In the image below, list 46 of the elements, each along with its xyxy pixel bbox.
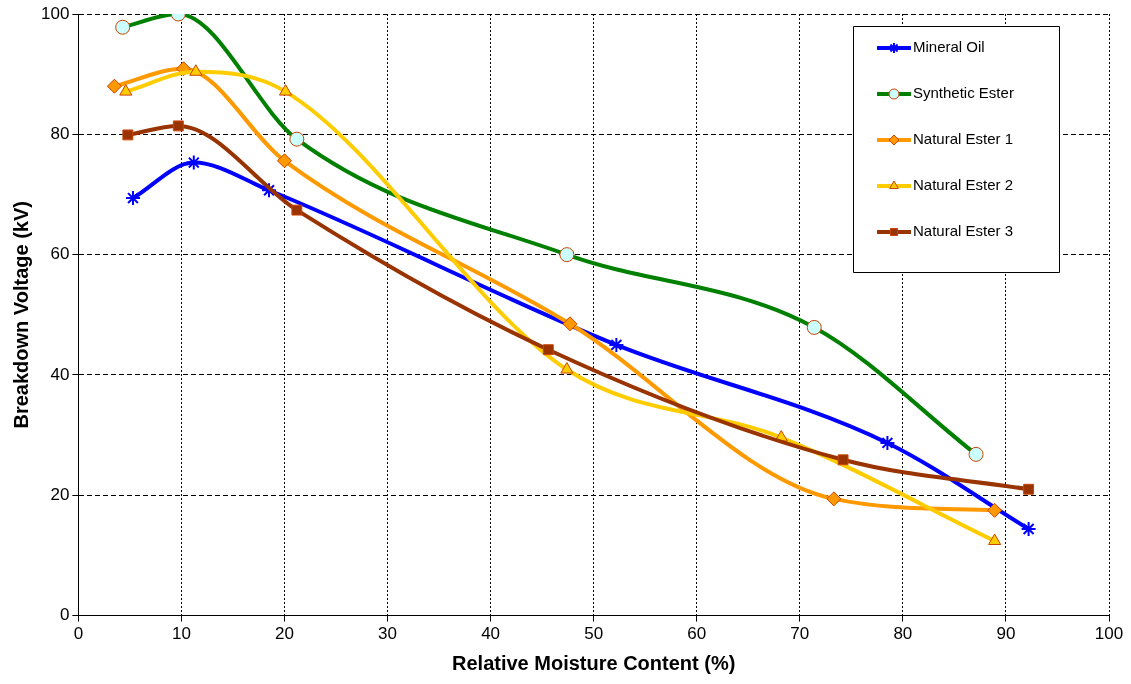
- x-tick-label: 20: [275, 624, 294, 644]
- point: [278, 84, 293, 96]
- y-tick-label: 100: [40, 3, 70, 23]
- point: [189, 64, 203, 76]
- point: [826, 491, 842, 507]
- point: [122, 129, 134, 141]
- point: [119, 84, 133, 96]
- y-tick-label: 80: [50, 124, 70, 144]
- x-tick-label: 40: [481, 624, 501, 644]
- point: [1020, 520, 1037, 537]
- point: [1023, 483, 1035, 495]
- point: [124, 190, 141, 207]
- y-tick-label: 40: [50, 364, 70, 384]
- point: [291, 204, 303, 216]
- point: [185, 154, 202, 171]
- point: [879, 434, 896, 451]
- point: [562, 316, 578, 332]
- legend-label: Synthetic Ester: [913, 84, 1014, 102]
- legend-label: Natural Ester 1: [913, 130, 1014, 148]
- point: [172, 120, 184, 132]
- x-tick-label: 50: [584, 624, 604, 644]
- x-tick-label: 60: [687, 624, 707, 644]
- point: [608, 336, 625, 353]
- x-tick-label: 30: [378, 624, 398, 644]
- point: [560, 362, 574, 374]
- x-axis-title: Relative Moisture Content (%): [452, 651, 736, 674]
- legend-label: Mineral Oil: [913, 38, 985, 56]
- x-tick-label: 100: [1094, 624, 1124, 644]
- y-axis-title: Breakdown Voltage (kV): [9, 201, 32, 429]
- point: [837, 454, 849, 466]
- x-tick-label: 70: [790, 624, 810, 644]
- x-tick-label: 0: [73, 624, 84, 644]
- point: [987, 502, 1003, 518]
- x-tick-label: 80: [893, 624, 913, 644]
- x-tick-label: 90: [996, 624, 1016, 644]
- y-tick-label: 60: [50, 244, 70, 264]
- legend-label: Natural Ester 2: [913, 176, 1014, 194]
- point: [542, 344, 554, 356]
- point: [988, 533, 1002, 545]
- point: [261, 182, 278, 199]
- x-tick-label: 10: [171, 624, 191, 644]
- point: [106, 78, 122, 94]
- point: [276, 153, 292, 169]
- legend-label: Natural Ester 3: [913, 222, 1014, 240]
- y-tick-label: 20: [50, 484, 70, 504]
- y-tick-label: 0: [59, 605, 70, 625]
